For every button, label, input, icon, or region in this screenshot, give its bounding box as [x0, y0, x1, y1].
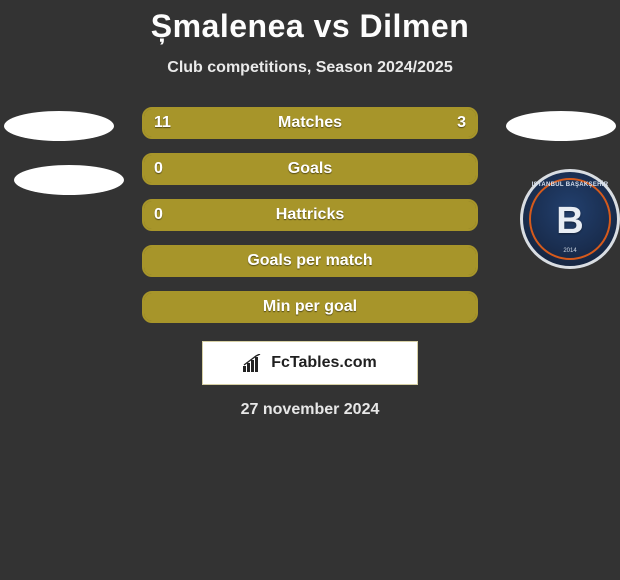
brand-text: FcTables.com: [271, 354, 377, 372]
bar-label: Goals per match: [247, 252, 372, 270]
stat-bars: 11 Matches 3 0 Goals 0 Hattricks Goals p…: [142, 107, 478, 323]
comparison-arena: ISTANBUL BAŞAKŞEHİR B 2014 11 Matches 3 …: [0, 107, 620, 419]
page-subtitle: Club competitions, Season 2024/2025: [0, 59, 620, 77]
brand-box: FcTables.com: [202, 341, 418, 385]
page-title: Șmalenea vs Dilmen: [0, 0, 620, 45]
stat-bar-goals-per-match: Goals per match: [142, 245, 478, 277]
bar-fill-left: [144, 109, 403, 137]
left-player-blob-1: [4, 111, 114, 141]
bar-chart-icon: [243, 354, 265, 372]
badge-club-name: ISTANBUL BAŞAKŞEHİR: [532, 182, 609, 188]
bar-label: Min per goal: [263, 298, 357, 316]
right-club-badge: ISTANBUL BAŞAKŞEHİR B 2014: [520, 169, 620, 269]
left-player-blob-2: [14, 165, 124, 195]
bar-value-left: 0: [154, 206, 163, 224]
right-player-blob-1: [506, 111, 616, 141]
bar-value-left: 0: [154, 160, 163, 178]
stat-bar-hattricks: 0 Hattricks: [142, 199, 478, 231]
stat-bar-matches: 11 Matches 3: [142, 107, 478, 139]
stat-bar-goals: 0 Goals: [142, 153, 478, 185]
bar-label: Matches: [278, 114, 342, 132]
footer-date: 27 november 2024: [0, 401, 620, 419]
bar-label: Hattricks: [276, 206, 344, 224]
bar-value-right: 3: [457, 114, 466, 132]
stat-bar-min-per-goal: Min per goal: [142, 291, 478, 323]
bar-value-left: 11: [154, 114, 171, 132]
bar-label: Goals: [288, 160, 332, 178]
badge-year: 2014: [563, 248, 576, 254]
